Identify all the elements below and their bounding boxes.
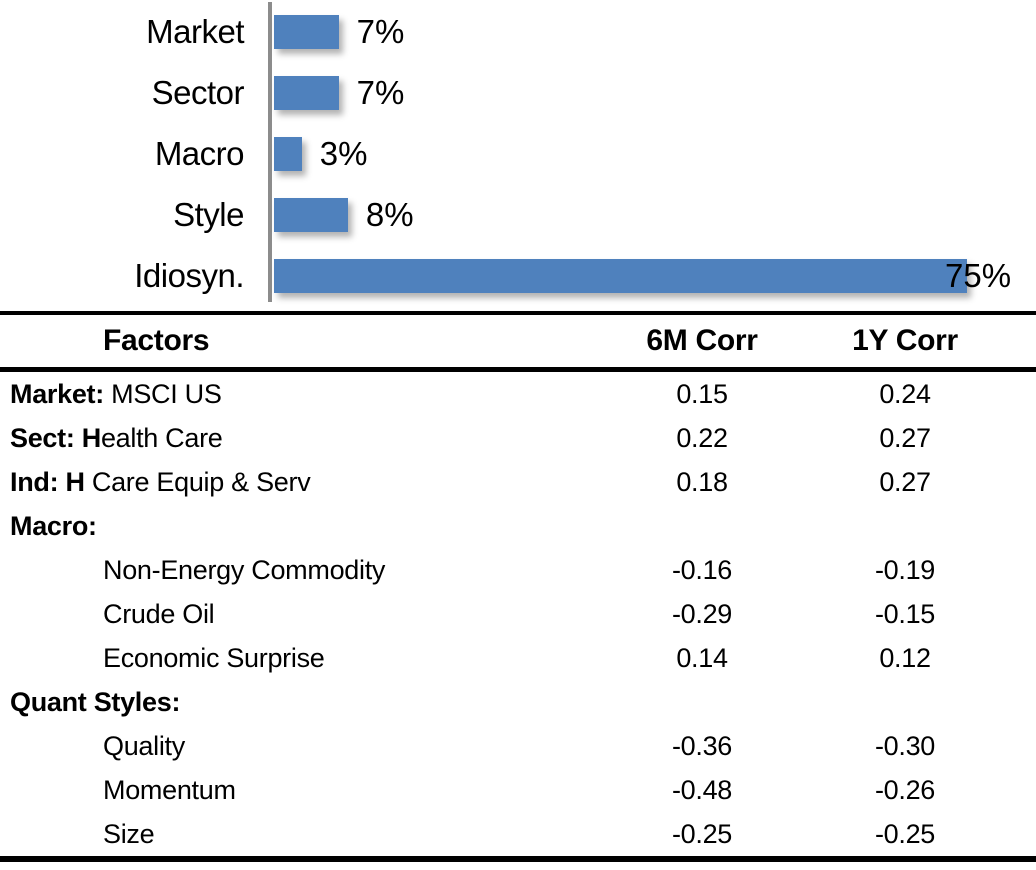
factor-label: Non-Energy Commodity: [10, 555, 574, 586]
corr-1y-value: -0.26: [874, 774, 936, 805]
factor-label: Sect: Health Care: [10, 423, 574, 454]
bar-value-label: 7%: [356, 73, 405, 111]
factor-label-bold: Market:: [10, 378, 104, 409]
table-row: Size -0.25 -0.25: [0, 812, 1036, 856]
category-label: Style: [173, 195, 244, 233]
corr-1y-value: -0.19: [874, 554, 936, 585]
corr-6m-value: 0.14: [676, 642, 728, 673]
factor-label-text: Quality: [103, 730, 185, 761]
chart-bar: [274, 197, 348, 232]
table-body: Market: MSCI US 0.15 0.24 Sect: Health Care…: [0, 372, 1036, 856]
factor-label: Crude Oil: [10, 599, 574, 630]
bar-track: 75%: [274, 257, 1011, 295]
factor-label-text: MSCI US: [103, 378, 222, 409]
chart-bar: [274, 136, 302, 171]
corr-1y-value: 0.12: [879, 642, 931, 673]
factor-label-text: Size: [103, 818, 155, 849]
corr-1y-value: -0.30: [874, 730, 936, 761]
table-row: Sect: Health Care 0.22 0.27: [0, 416, 1036, 460]
chart-row: Sector 7%: [0, 62, 1036, 123]
factor-label-text: ealth Care: [100, 422, 223, 453]
factor-label: Momentum: [10, 775, 574, 806]
corr-6m-value: -0.36: [671, 730, 733, 761]
factor-label-bold: Sect: H: [10, 422, 101, 453]
table-header-row: Factors 6M Corr 1Y Corr: [0, 315, 1036, 372]
corr-6m-value: -0.48: [671, 774, 733, 805]
bar-track: 7%: [274, 74, 404, 112]
factor-label-text: Care Equip & Serv: [84, 466, 311, 497]
table-row: Non-Energy Commodity -0.16 -0.19: [0, 548, 1036, 592]
factor-label: Size: [10, 819, 574, 850]
bar-track: 8%: [274, 196, 414, 234]
bar-track: 3%: [274, 135, 367, 173]
corr-1y-value: -0.15: [874, 598, 936, 629]
factor-contribution-bar-chart: Market 7% Sector 7% Macro 3% Style 8% Idiosyn. 75…: [0, 0, 1036, 311]
bar-track: 7%: [274, 13, 404, 51]
factor-label-bold: Ind: H: [10, 466, 85, 497]
factor-label-text: Economic Surprise: [103, 642, 325, 673]
chart-row: Market 7%: [0, 1, 1036, 62]
factor-label-bold: Quant Styles:: [10, 686, 181, 717]
table-row: Ind: H Care Equip & Serv 0.18 0.27: [0, 460, 1036, 504]
factor-label-bold: Macro:: [10, 510, 97, 541]
column-header-6m-corr: 6M Corr: [646, 324, 758, 357]
table-row: Market: MSCI US 0.15 0.24: [0, 372, 1036, 416]
factor-label: Macro:: [10, 511, 574, 542]
table-row: Quant Styles:: [0, 680, 1036, 724]
corr-1y-value: -0.25: [874, 818, 936, 849]
corr-6m-value: 0.15: [676, 378, 728, 409]
chart-bar: [274, 75, 339, 110]
table-row: Economic Surprise 0.14 0.12: [0, 636, 1036, 680]
corr-6m-value: -0.16: [671, 554, 733, 585]
factor-correlation-table: Factors 6M Corr 1Y Corr Market: MSCI US 0…: [0, 311, 1036, 862]
corr-1y-value: 0.27: [879, 422, 931, 453]
chart-row: Macro 3%: [0, 123, 1036, 184]
corr-6m-value: 0.18: [676, 466, 728, 497]
factor-label: Market: MSCI US: [10, 379, 574, 410]
category-label: Idiosyn.: [134, 256, 244, 294]
bar-value-label: 3%: [319, 134, 368, 172]
category-label: Sector: [151, 73, 245, 111]
table-row: Quality -0.36 -0.30: [0, 724, 1036, 768]
chart-plot-area: Market 7% Sector 7% Macro 3% Style 8% Idiosyn. 75…: [0, 1, 1036, 306]
category-label: Macro: [154, 134, 245, 172]
factor-label-text: Crude Oil: [103, 598, 215, 629]
chart-y-axis-line: [268, 2, 272, 302]
factor-label: Ind: H Care Equip & Serv: [10, 467, 574, 498]
column-header-1y-corr: 1Y Corr: [852, 324, 958, 357]
corr-1y-value: 0.24: [879, 378, 931, 409]
table-row: Crude Oil -0.29 -0.15: [0, 592, 1036, 636]
corr-6m-value: 0.22: [676, 422, 728, 453]
column-header-factors: Factors: [103, 324, 210, 357]
table-row: Momentum -0.48 -0.26: [0, 768, 1036, 812]
bar-value-label: 8%: [365, 195, 414, 233]
factor-label-text: Non-Energy Commodity: [103, 554, 386, 585]
chart-row: Idiosyn. 75%: [0, 245, 1036, 306]
factor-label: Economic Surprise: [10, 643, 574, 674]
chart-row: Style 8%: [0, 184, 1036, 245]
corr-6m-value: -0.29: [671, 598, 733, 629]
chart-bar: [274, 258, 967, 293]
bar-value-label: 75%: [945, 256, 1012, 294]
factor-label-text: Momentum: [103, 774, 236, 805]
corr-6m-value: -0.25: [671, 818, 733, 849]
corr-1y-value: 0.27: [879, 466, 931, 497]
category-label: Market: [146, 12, 244, 50]
factor-label: Quality: [10, 731, 574, 762]
chart-bar: [274, 14, 339, 49]
table-row: Macro:: [0, 504, 1036, 548]
factor-label: Quant Styles:: [10, 687, 574, 718]
bar-value-label: 7%: [356, 12, 405, 50]
